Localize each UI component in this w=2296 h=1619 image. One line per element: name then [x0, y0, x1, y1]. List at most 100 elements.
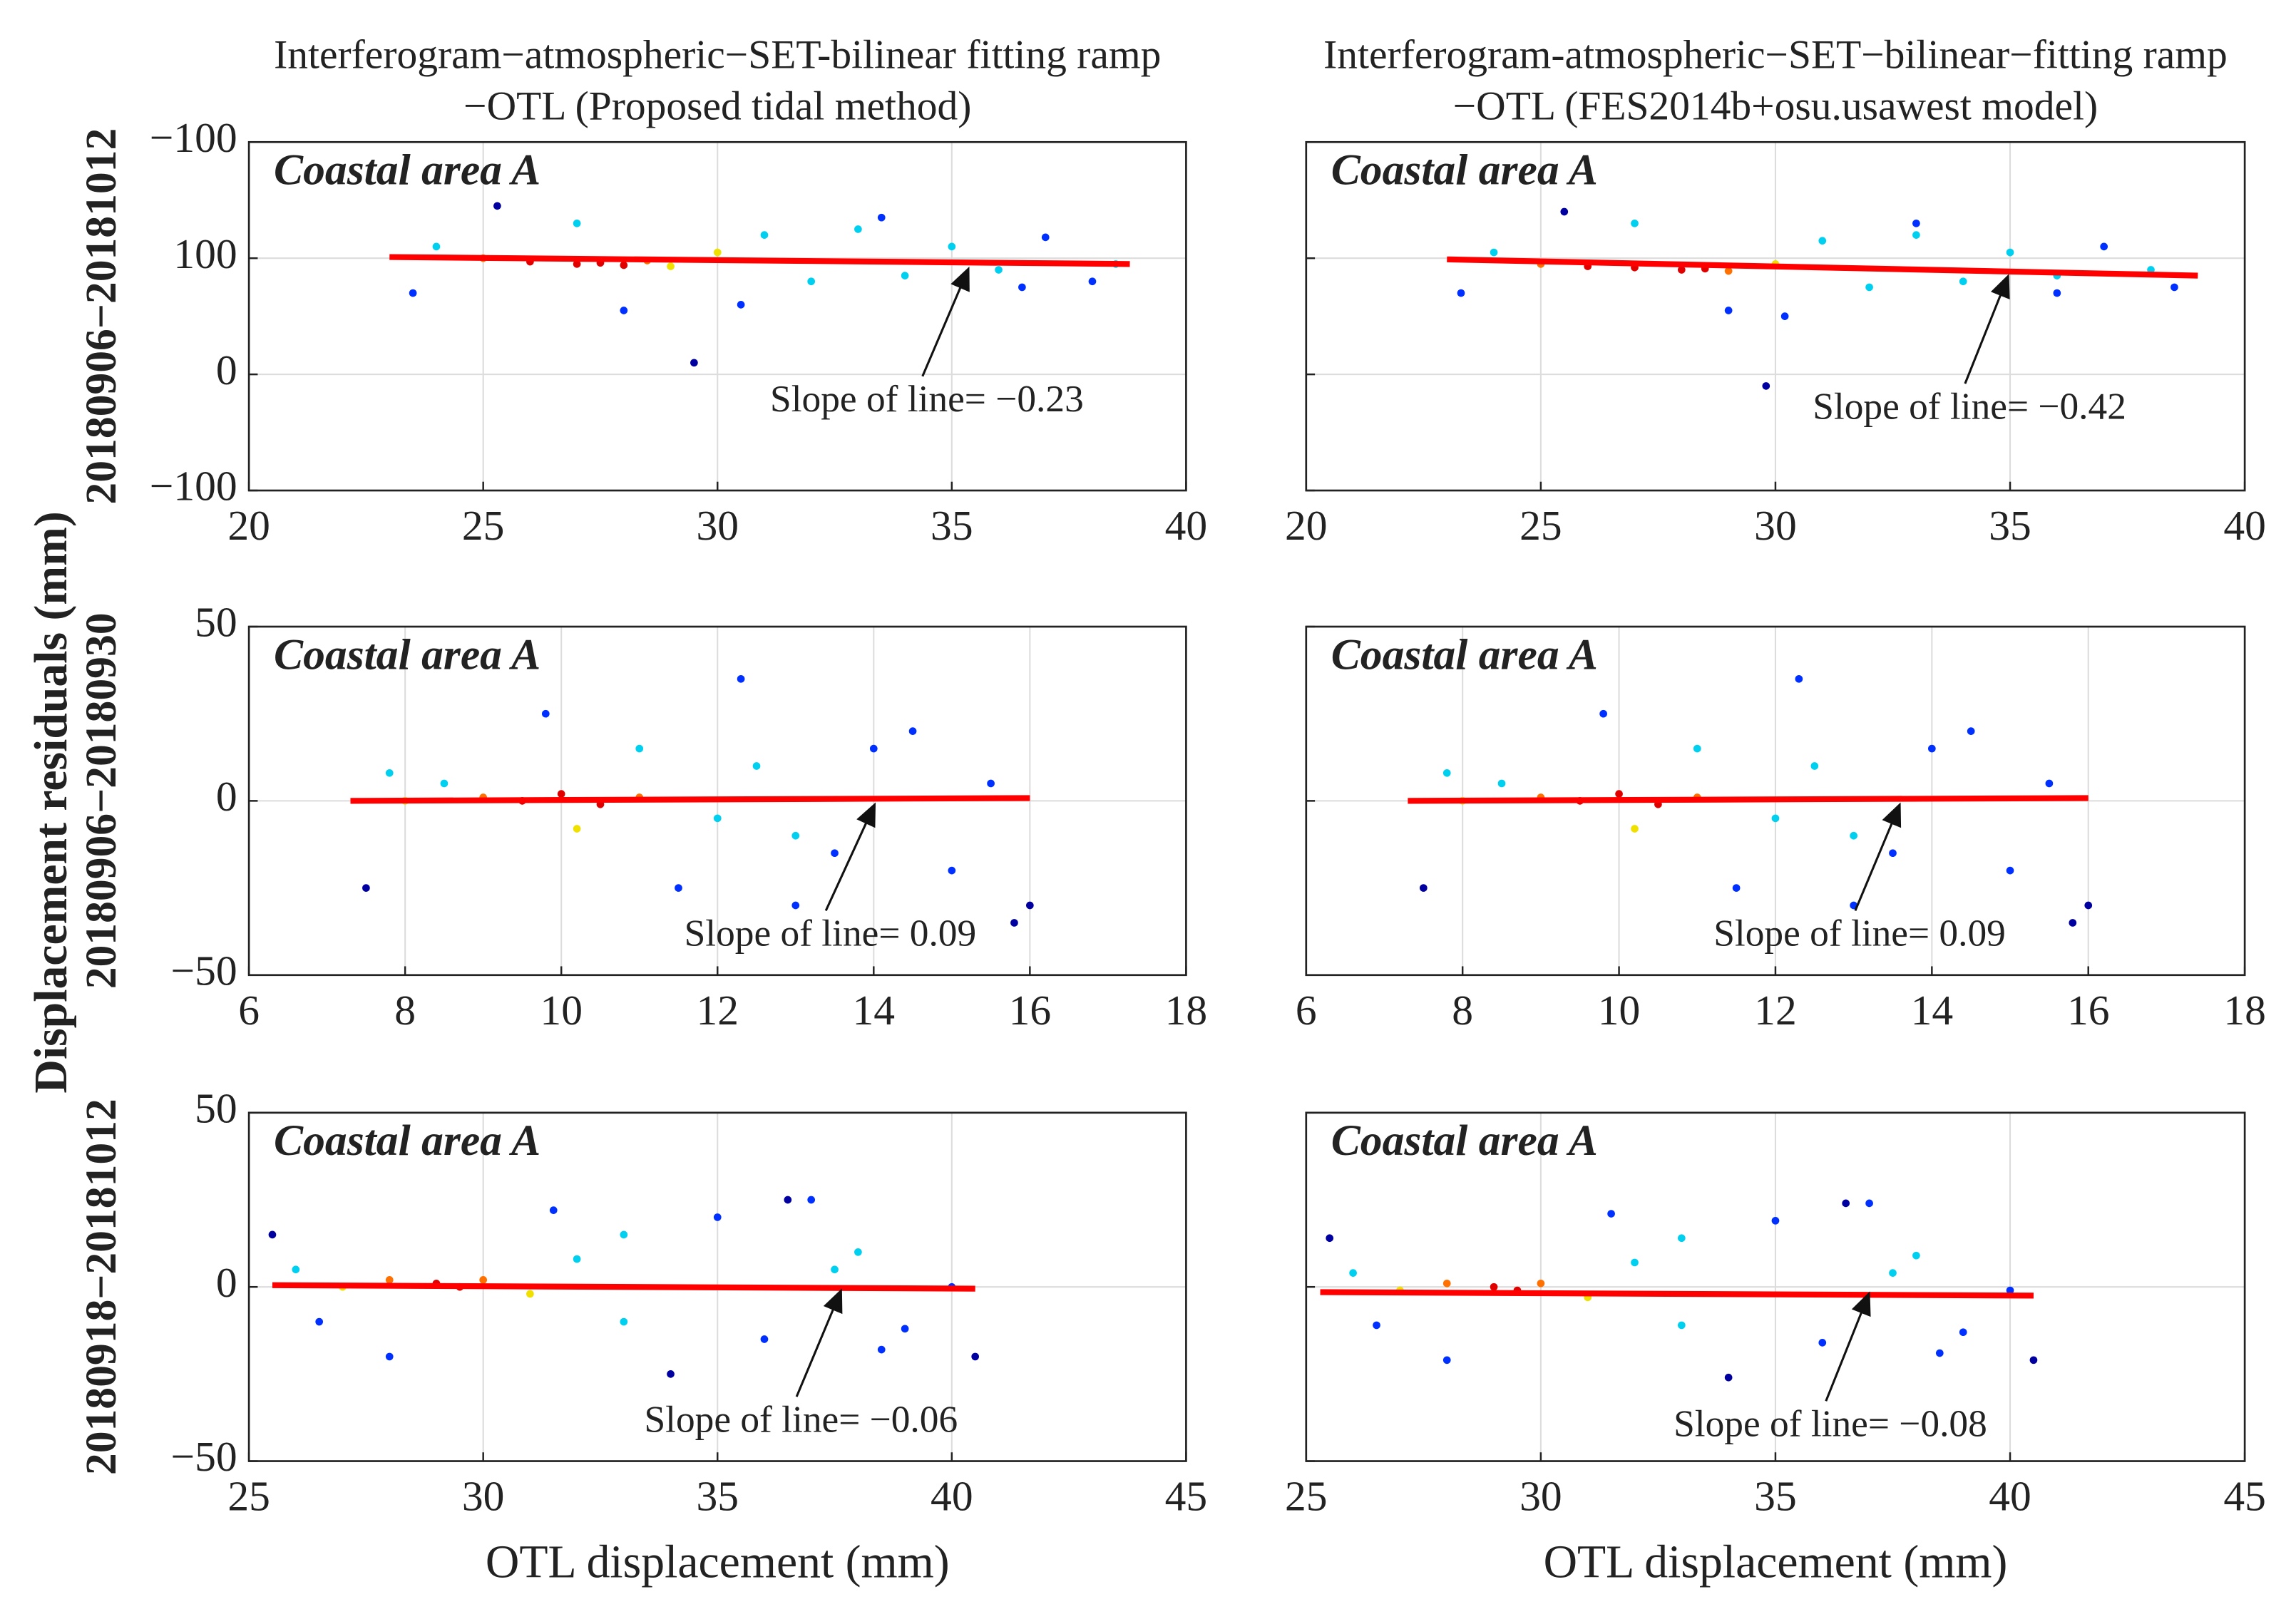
point [854, 225, 862, 233]
axes-frame [247, 140, 1187, 492]
x-tick-label: 16 [2067, 987, 2110, 1034]
point [493, 202, 501, 210]
x-tick-label: 6 [1296, 987, 1317, 1034]
point [901, 1325, 909, 1333]
row-label: 20180906−20181012 [77, 128, 125, 505]
slope-label: Slope of line= 0.09 [1713, 912, 2006, 955]
point [1889, 1269, 1897, 1277]
x-axis-label: OTL displacement (mm) [1544, 1536, 2008, 1588]
point [1724, 1373, 1733, 1382]
point [1677, 1234, 1686, 1243]
point [948, 866, 956, 875]
point [2084, 901, 2093, 910]
point [1810, 762, 1819, 770]
slope-label: Slope of line= −0.42 [1813, 384, 2126, 427]
y-tick-label: −50 [171, 1433, 237, 1480]
row-label: 20180918−20181012 [77, 1099, 125, 1475]
point [1795, 674, 1803, 683]
x-tick-label: 45 [1165, 1473, 1208, 1520]
x-tick-label: 35 [1989, 502, 2031, 549]
point [1865, 283, 1873, 292]
point [479, 1276, 488, 1284]
y-tick-label: 0 [216, 773, 237, 820]
point [1818, 237, 1827, 245]
point [737, 301, 745, 309]
point [635, 744, 644, 753]
point [573, 825, 581, 833]
point [831, 849, 839, 858]
point [831, 1265, 839, 1274]
point [690, 359, 698, 367]
panel-annotation: Coastal area A [1331, 630, 1598, 679]
point [1419, 884, 1428, 892]
point [620, 307, 628, 314]
point [807, 1196, 816, 1204]
point [901, 272, 909, 279]
slope-label: Slope of line= −0.23 [770, 377, 1084, 420]
point [573, 1255, 581, 1263]
fit-line [350, 795, 1030, 804]
point [1928, 744, 1936, 753]
point [1326, 1234, 1334, 1243]
x-tick-label: 20 [1285, 502, 1328, 549]
point [675, 884, 682, 892]
panel-annotation: Coastal area A [274, 630, 540, 679]
point [1850, 831, 1857, 840]
x-tick-label: 30 [1754, 502, 1797, 549]
x-tick-label: 25 [462, 502, 505, 549]
y-tick-label: 100 [173, 230, 237, 277]
point [362, 884, 370, 892]
point [2006, 866, 2014, 875]
x-tick-label: 12 [696, 987, 739, 1034]
point [620, 1230, 628, 1239]
y-axis-label: Displacement residuals (mm) [25, 511, 77, 1093]
slope-label: Slope of line= 0.09 [685, 912, 977, 955]
point [1442, 1356, 1451, 1364]
arrow-head [823, 1288, 843, 1315]
arrow-shaft [1854, 818, 1895, 911]
point [987, 779, 995, 788]
arrow-head [1990, 274, 2010, 299]
point [1677, 1321, 1686, 1330]
arrow-shaft [1964, 289, 2004, 384]
point [1912, 1251, 1920, 1260]
point [2053, 289, 2061, 297]
point [573, 259, 581, 268]
x-tick-label: 35 [931, 502, 973, 549]
fit-line [272, 1282, 975, 1292]
axes-frame [1305, 1111, 2246, 1462]
x-tick-label: 16 [1009, 987, 1052, 1034]
arrow-shaft [1825, 1307, 1865, 1402]
x-tick-label: 8 [1452, 987, 1473, 1034]
point [1442, 1279, 1451, 1288]
x-tick-label: 40 [2223, 502, 2266, 549]
point [760, 231, 769, 239]
point [409, 289, 417, 297]
point [549, 1206, 558, 1214]
x-tick-label: 18 [2223, 987, 2266, 1034]
x-tick-label: 25 [227, 1473, 270, 1520]
row-label: 20180906−20180930 [77, 612, 125, 989]
point [1967, 727, 1975, 735]
x-tick-label: 8 [394, 987, 416, 1034]
x-tick-label: 40 [1165, 502, 1208, 549]
point [1560, 207, 1569, 216]
panel-title: −OTL (Proposed tidal method) [463, 83, 971, 128]
point [541, 709, 550, 718]
arrow-head [1851, 1291, 1871, 1317]
y-tick-label: −100 [150, 463, 237, 510]
point [1677, 266, 1686, 274]
panel-title: Interferogram−atmospheric−SET-bilinear f… [274, 32, 1161, 77]
point [1442, 769, 1451, 777]
point [971, 1352, 980, 1361]
point [573, 219, 581, 227]
point [1818, 1339, 1827, 1347]
arrow-shaft [795, 1304, 836, 1397]
point [1349, 1269, 1357, 1277]
x-tick-label: 25 [1519, 502, 1562, 549]
point [1490, 1283, 1498, 1291]
slope-label: Slope of line= −0.06 [644, 1397, 958, 1440]
panel-annotation: Coastal area A [274, 1116, 540, 1165]
axes-frame [1305, 140, 2246, 492]
point [807, 277, 816, 286]
